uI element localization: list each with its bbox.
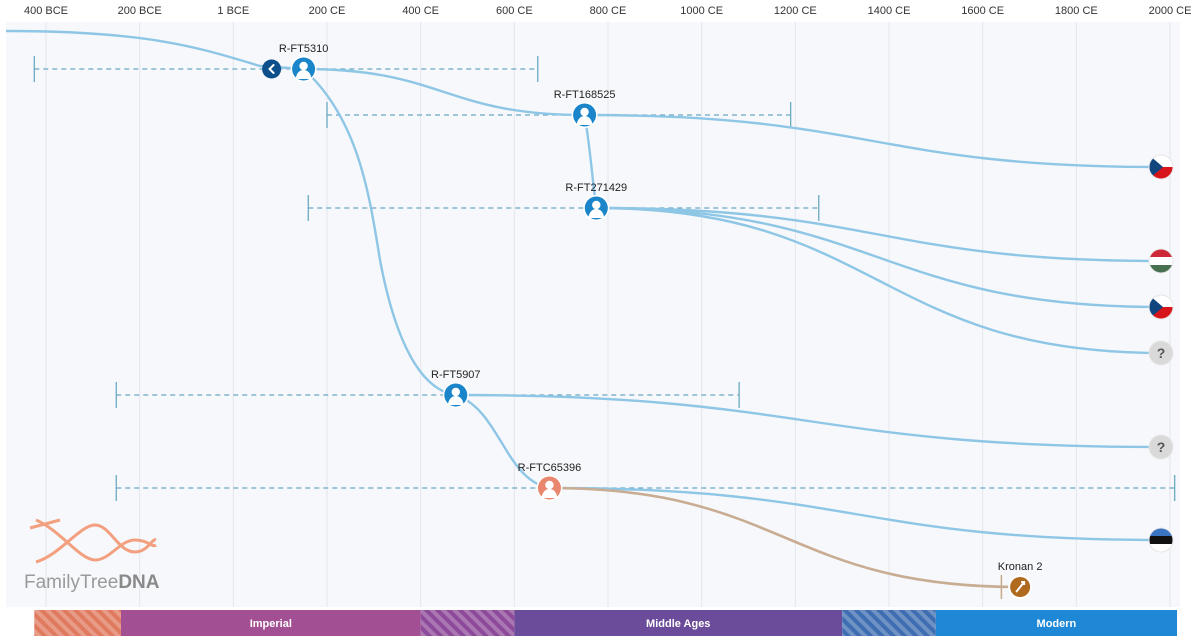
haplogroup-node[interactable]: R-FT271429 <box>565 182 627 221</box>
person-icon <box>295 61 312 79</box>
chevron-left-icon <box>268 64 275 74</box>
back-button[interactable] <box>262 59 282 79</box>
flag-hungary-icon[interactable] <box>1148 248 1174 274</box>
person-icon <box>447 387 464 405</box>
branch <box>302 68 456 397</box>
leaf-branch <box>595 206 1163 355</box>
x-tick-label: 1400 CE <box>868 5 911 17</box>
haplogroup-node[interactable]: R-FT5310 <box>279 43 329 82</box>
familytreedna-logo: FamilyTreeDNA <box>24 518 160 593</box>
era-label: Modern <box>1037 618 1077 630</box>
era-label: Middle Ages <box>646 618 710 630</box>
x-tick-label: 400 BCE <box>24 5 68 17</box>
ancient-sample-node[interactable]: Kronan 2 <box>998 561 1043 599</box>
era-segment <box>120 610 421 636</box>
leaf-branch <box>583 113 1163 169</box>
node-label: R-FT168525 <box>554 89 616 101</box>
flag-unknown-icon[interactable]: ? <box>1148 434 1174 460</box>
x-tick-label: 800 CE <box>590 5 627 17</box>
leaf-branch <box>548 486 1163 542</box>
era-label: Imperial <box>250 618 292 630</box>
root-branch <box>5 29 304 71</box>
x-tick-label: 1600 CE <box>961 5 1004 17</box>
x-tick-label: 1800 CE <box>1055 5 1098 17</box>
x-tick-label: 1000 CE <box>680 5 723 17</box>
leaf-branch <box>454 393 1163 449</box>
person-icon <box>541 480 558 498</box>
x-tick-label: 1200 CE <box>774 5 817 17</box>
x-tick-label: 400 CE <box>402 5 439 17</box>
leaf-branch <box>595 206 1163 263</box>
node-label: R-FT5310 <box>279 43 329 55</box>
unknown-flag-text: ? <box>1157 439 1166 455</box>
branch <box>455 393 550 490</box>
x-tick-label: 1 BCE <box>217 5 249 17</box>
x-tick-label: 600 CE <box>496 5 533 17</box>
x-tick-label: 200 CE <box>309 5 346 17</box>
era-segment <box>935 610 1178 636</box>
node-label: Kronan 2 <box>998 561 1043 573</box>
flag-unknown-icon[interactable]: ? <box>1148 340 1174 366</box>
haplogroup-node[interactable]: R-FT168525 <box>554 89 616 128</box>
unknown-flag-text: ? <box>1157 345 1166 361</box>
flag-czech-icon[interactable] <box>1148 154 1174 180</box>
era-stripes <box>842 610 936 636</box>
ancient-icon <box>1015 581 1026 593</box>
era-stripes <box>34 610 121 636</box>
x-tick-label: 200 BCE <box>118 5 162 17</box>
flag-czech-icon[interactable] <box>1148 294 1174 320</box>
x-tick-label: 2000 CE <box>1149 5 1192 17</box>
node-label: R-FTC65396 <box>518 462 582 474</box>
era-stripes <box>420 610 515 636</box>
haplogroup-node[interactable]: R-FT5907 <box>431 369 481 408</box>
node-label: R-FT271429 <box>565 182 627 194</box>
flag-estonia-icon[interactable] <box>1148 527 1174 553</box>
era-segment <box>514 610 843 636</box>
ancient-branch <box>548 486 1022 589</box>
node-label: R-FT5907 <box>431 369 481 381</box>
logo-text: FamilyTreeDNA <box>24 572 160 593</box>
haplogroup-node[interactable]: R-FTC65396 <box>518 462 582 501</box>
branch <box>302 67 586 117</box>
leaf-branch <box>595 206 1163 309</box>
person-icon <box>576 107 593 125</box>
person-icon <box>588 200 605 218</box>
